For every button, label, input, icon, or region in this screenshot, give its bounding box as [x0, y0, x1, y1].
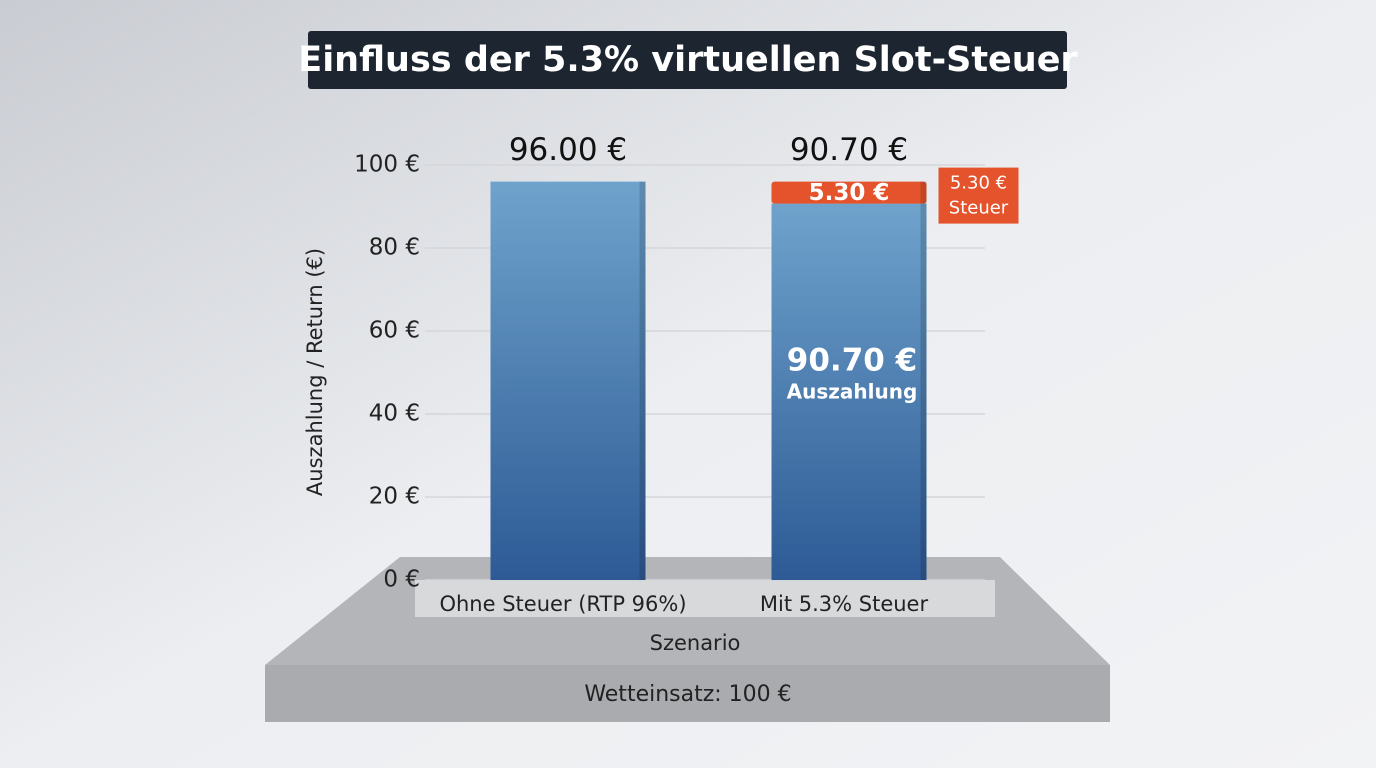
- y-tick-label: 20 €: [369, 484, 420, 510]
- annotation: Wetteinsatz: 100 €: [584, 682, 791, 707]
- inner-value-label: 90.70 €: [787, 342, 917, 378]
- total-label: 90.70 €: [790, 132, 908, 168]
- x-tick-label: Mit 5.3% Steuer: [760, 592, 929, 616]
- bar-segment: [771, 181, 927, 204]
- x-axis-label: Szenario: [650, 631, 741, 655]
- bar-side: [639, 181, 646, 580]
- bar-side: [920, 203, 927, 580]
- inner-name-label: Auszahlung: [787, 379, 918, 403]
- title-box: [308, 31, 1067, 89]
- y-tick-label: 80 €: [369, 235, 420, 261]
- bar-segment: [490, 181, 646, 580]
- callout-name: Steuer: [949, 198, 1009, 219]
- y-tick-label: 100 €: [354, 152, 420, 178]
- y-tick-label: 0 €: [383, 567, 420, 593]
- chart-title: Einfluss der 5.3% virtuellen Slot-Steuer: [298, 40, 1078, 80]
- y-tick-label: 40 €: [369, 401, 420, 427]
- callout-value: 5.30 €: [950, 173, 1007, 194]
- platform-front: [265, 665, 1110, 722]
- bar-segment: [771, 203, 927, 580]
- x-tick-label: Ohne Steuer (RTP 96%): [439, 592, 686, 616]
- y-tick-label: 60 €: [369, 318, 420, 344]
- callout-box: [938, 167, 1019, 224]
- y-axis-label: Auszahlung / Return (€): [303, 248, 327, 496]
- value-label: 5.30 €: [809, 180, 890, 206]
- label-shelf: [415, 580, 995, 617]
- bar-side: [920, 181, 927, 204]
- total-label: 96.00 €: [509, 132, 627, 168]
